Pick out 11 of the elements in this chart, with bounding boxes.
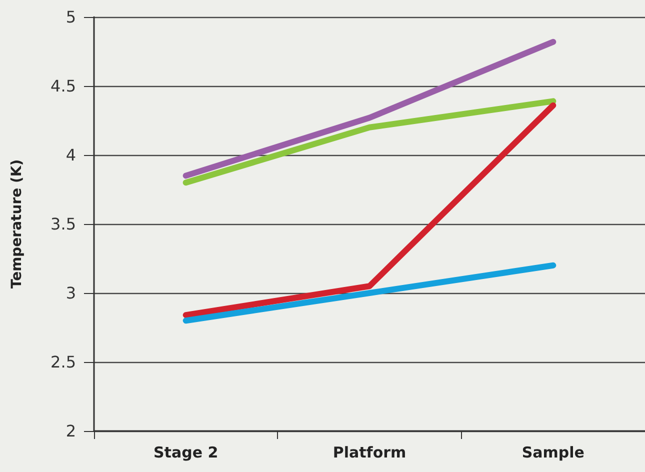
y-tick-label: 3 (66, 284, 76, 302)
y-tick-label: 4.5 (50, 76, 76, 96)
x-tick-label: Platform (332, 444, 406, 462)
y-tick-label: 3.5 (50, 214, 76, 234)
y-axis-title: Temperature (K) (9, 159, 25, 289)
y-tick-label: 5 (66, 8, 76, 26)
x-tick-label: Sample (522, 444, 584, 462)
y-tick-label: 2.5 (50, 352, 76, 372)
x-tick-label: Stage 2 (153, 444, 218, 462)
y-tick-label: 2 (66, 422, 76, 440)
y-tick-label: 4 (66, 146, 76, 164)
